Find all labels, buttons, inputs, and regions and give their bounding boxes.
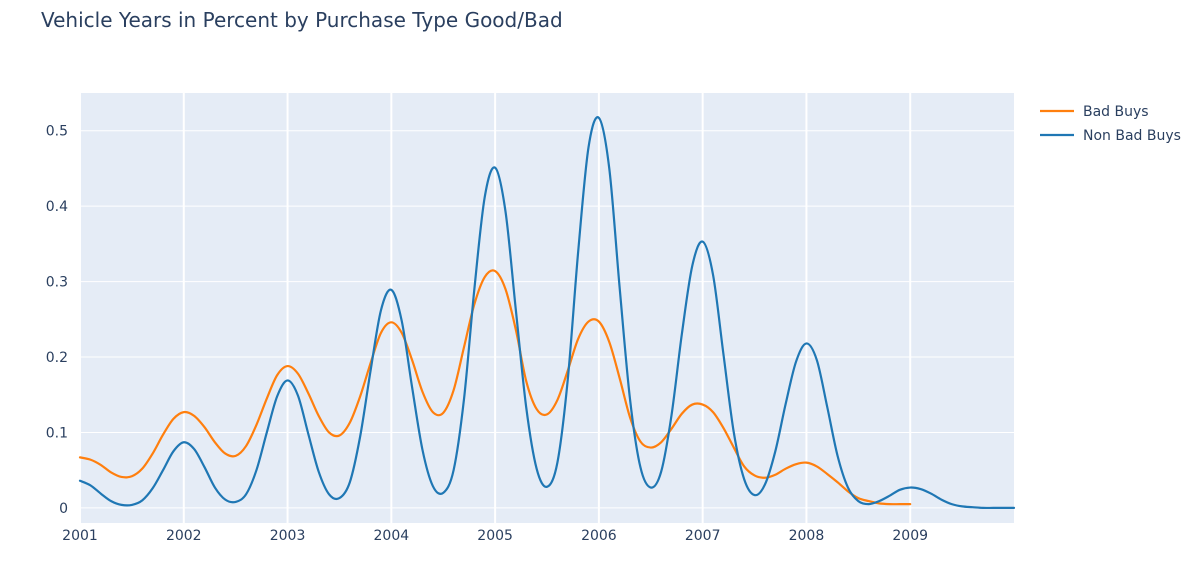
legend-item: Non Bad Buys (1083, 128, 1181, 144)
x-tick-label: 2003 (270, 528, 306, 544)
series-line-bad-buys (78, 269, 912, 506)
x-tick-label: 2001 (62, 528, 98, 544)
x-tick-label: 2006 (581, 528, 617, 544)
x-tick-label: 2007 (685, 528, 721, 544)
x-tick-label: 2004 (374, 528, 410, 544)
legend-item: Bad Buys (1083, 104, 1149, 120)
x-tick-label: 2009 (892, 528, 928, 544)
plot-area (80, 93, 1014, 523)
chart-title: Vehicle Years in Percent by Purchase Typ… (41, 8, 563, 32)
y-tick-label: 0.4 (46, 199, 68, 215)
x-tick-label: 2005 (477, 528, 513, 544)
y-tick-label: 0.2 (46, 350, 68, 366)
y-tick-label: 0 (59, 501, 68, 517)
x-tick-label: 2008 (789, 528, 825, 544)
x-tick-label: 2002 (166, 528, 202, 544)
y-tick-label: 0.3 (46, 275, 68, 291)
series-line-non-bad-buys (78, 116, 1016, 510)
y-tick-label: 0.5 (46, 124, 68, 140)
y-tick-label: 0.1 (46, 425, 68, 441)
